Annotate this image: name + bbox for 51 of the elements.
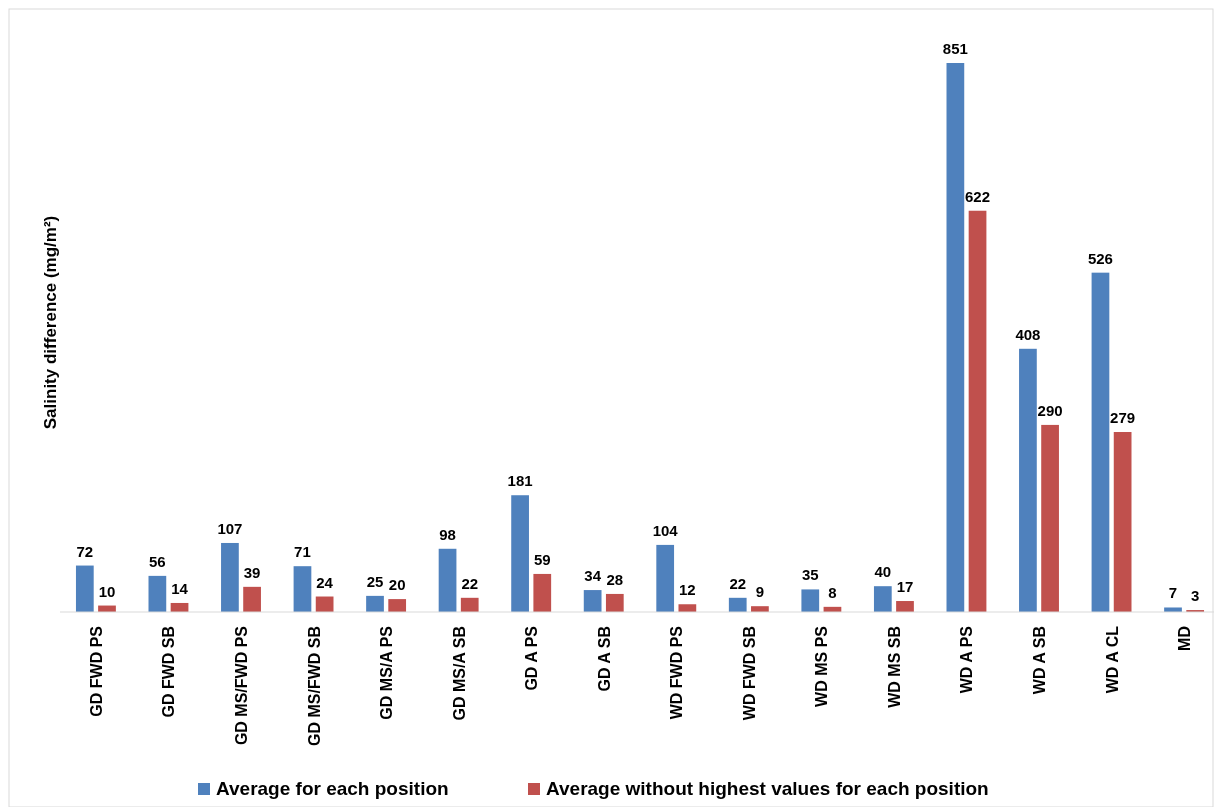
data-label: 290 [1037, 401, 1063, 419]
x-tick-label: GD A PS [523, 625, 541, 691]
x-tick-label: GD A SB [595, 626, 613, 692]
data-label: 98 [439, 525, 456, 543]
x-tick-label: WD MS SB [885, 626, 903, 708]
x-tick-label: WD FWD SB [740, 626, 758, 721]
data-label: 851 [942, 40, 968, 57]
data-label: 25 [366, 572, 384, 590]
x-tick-label: WD MS PS [813, 625, 831, 707]
legend-label: Average without highest values for each position [546, 778, 989, 799]
data-label: 39 [243, 563, 261, 581]
data-label: 10 [98, 582, 116, 600]
data-label: 7 [1168, 584, 1178, 602]
x-tick-label: GD MS/FWD PS [233, 625, 250, 746]
data-label: 56 [149, 552, 166, 570]
data-label: 526 [1087, 249, 1113, 267]
data-label: 104 [652, 521, 679, 539]
data-label: 8 [828, 583, 837, 601]
data-label: 71 [294, 543, 311, 561]
x-tick-label: MD [1176, 626, 1194, 651]
data-label: 622 [965, 187, 991, 205]
x-tick-label: GD MS/FWD SB [305, 626, 323, 746]
data-label: 14 [171, 579, 189, 597]
data-label: 20 [388, 576, 406, 594]
data-label: 408 [1015, 325, 1041, 343]
data-label: 279 [1110, 409, 1136, 427]
x-tick-label: GD MS/A PS [378, 625, 396, 720]
y-axis-title: Salinity difference (mg/m²) [41, 215, 60, 430]
data-label: 24 [316, 573, 334, 591]
data-label: 181 [507, 472, 533, 490]
x-tick-label: WD FWD PS [668, 625, 686, 720]
data-label: 107 [217, 519, 243, 537]
data-label: 40 [874, 563, 892, 581]
data-label: 17 [896, 578, 914, 596]
x-tick-label: GD FWD SB [160, 626, 178, 718]
x-tick-label: WD A CL [1103, 625, 1121, 694]
x-tick-label: WD A SB [1031, 626, 1048, 695]
data-label: 72 [76, 542, 94, 560]
data-label: 22 [461, 574, 479, 592]
x-tick-label: GD FWD PS [87, 625, 105, 717]
legend-label: Average for each position [216, 778, 449, 799]
data-label: 9 [755, 583, 765, 601]
data-label: 3 [1191, 587, 1200, 605]
x-tick-label: WD A PS [958, 625, 976, 694]
data-label: 59 [533, 550, 551, 568]
data-label: 22 [729, 574, 747, 592]
x-tick-label: GD MS/A SB [450, 626, 468, 721]
data-label: 12 [679, 581, 696, 599]
data-label: 35 [801, 566, 819, 584]
data-label: 34 [584, 567, 602, 585]
data-label: 28 [606, 570, 624, 588]
